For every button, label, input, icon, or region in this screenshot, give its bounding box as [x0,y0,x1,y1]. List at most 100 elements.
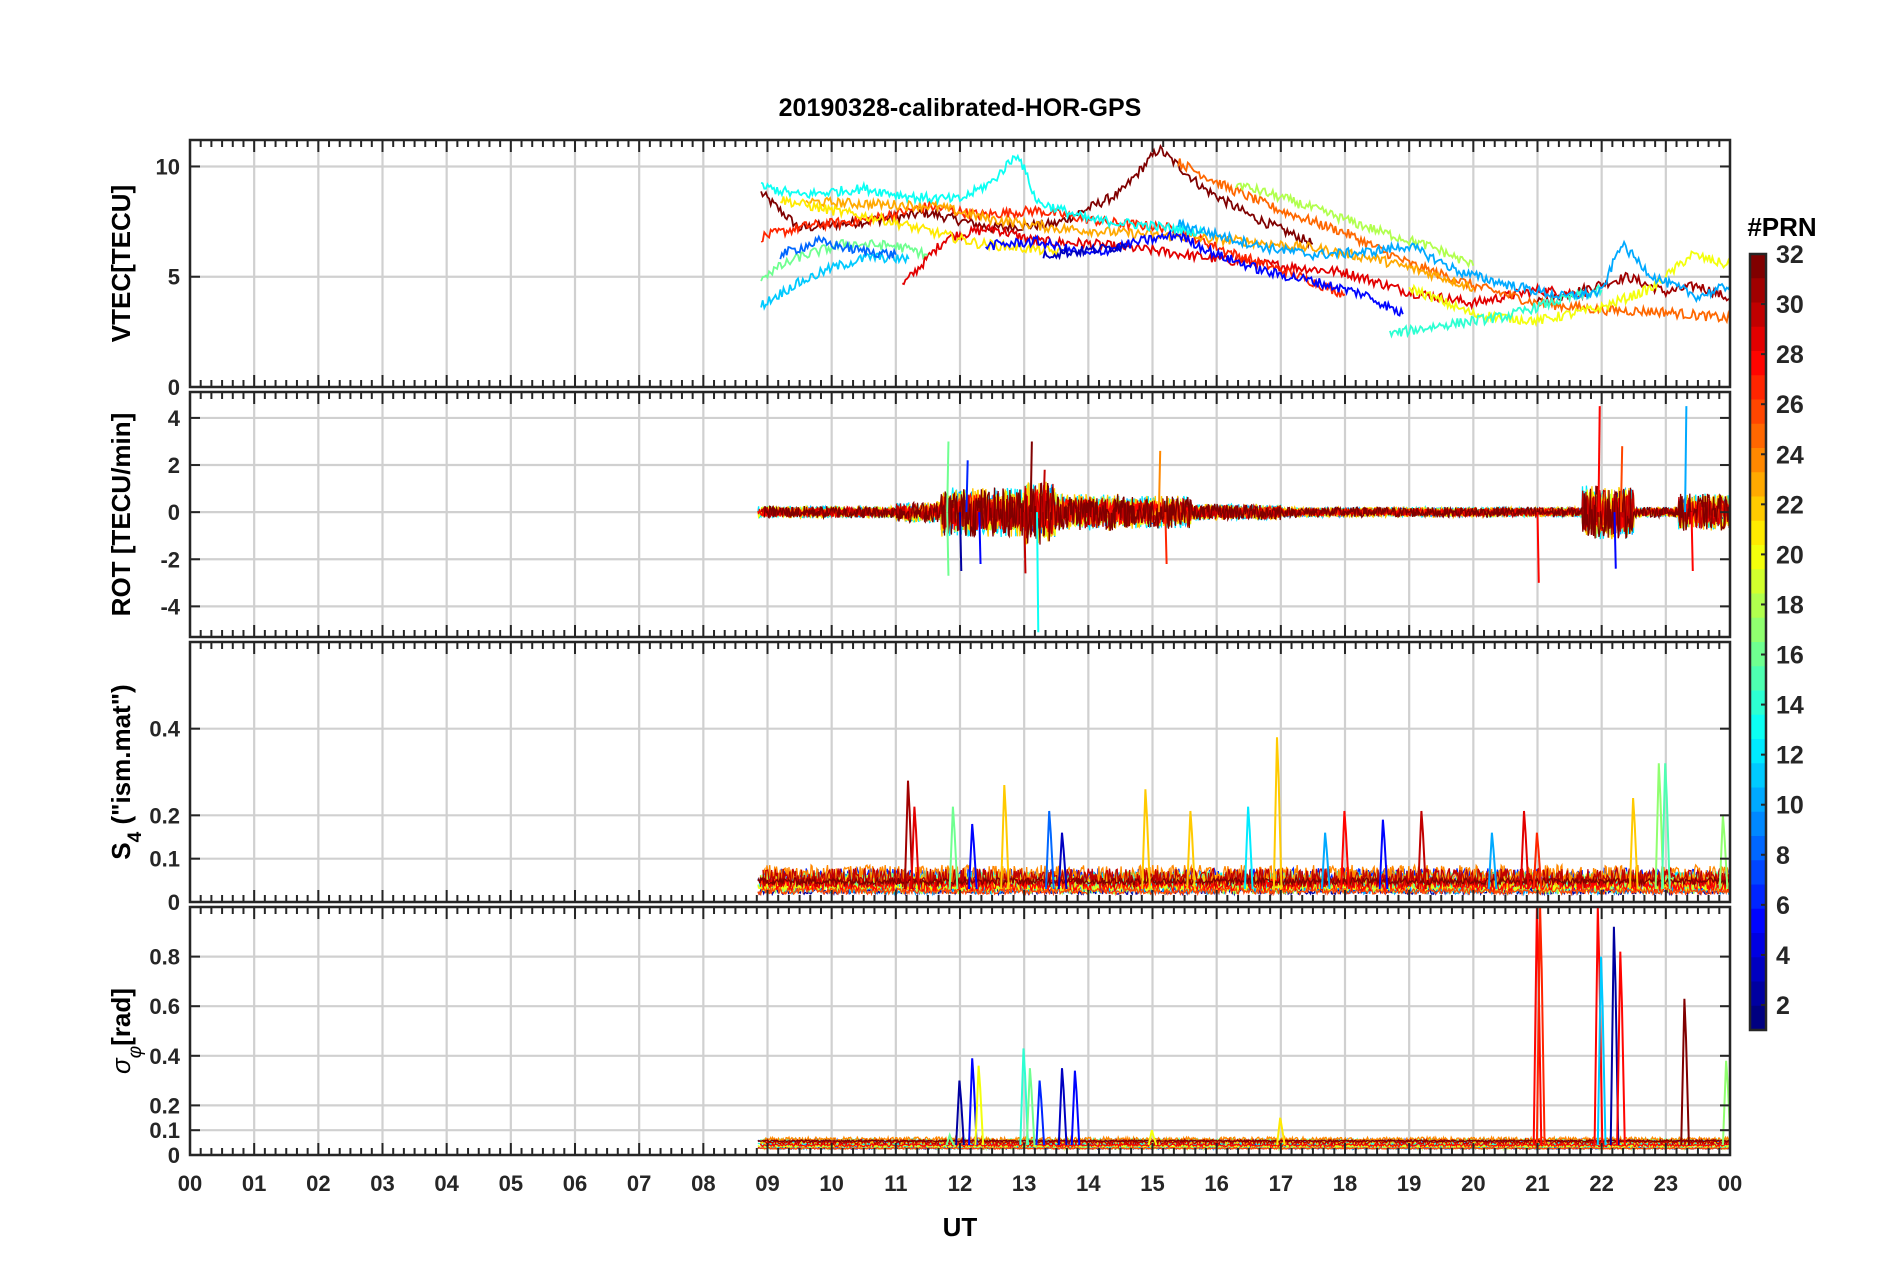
s4-spike [1045,810,1055,890]
x-tick-label: 09 [755,1171,779,1196]
rot-ylabel: ROT [TECU/min] [106,413,136,617]
colorbar-segment [1750,642,1766,667]
sigma-spike [1680,998,1690,1146]
colorbar-tick-label: 32 [1776,241,1804,269]
x-tick-label: 00 [178,1171,202,1196]
sigma-spike [1035,1080,1046,1146]
sigma-spike [1025,1068,1036,1146]
sigma-ytick-label: 0.1 [149,1118,180,1143]
sigma-data [757,907,1730,1152]
vtec-minor-ticks [189,140,1731,388]
colorbar-segment [1750,278,1766,304]
sigma-ytick-label: 0.4 [149,1044,180,1069]
colorbar-segment [1750,714,1766,740]
rot-spike [1029,441,1033,513]
rot-spike [1619,446,1624,513]
x-tick-label: 03 [370,1171,394,1196]
colorbar-tick-label: 10 [1776,792,1804,820]
colorbar-segment [1750,496,1766,522]
x-axis-label: UT [943,1212,978,1242]
sigma-spike [974,1065,985,1146]
sigma-ytick-label: 0 [168,1143,180,1168]
colorbar-segment [1750,472,1766,498]
vtec-series-prn-5 [985,229,1404,317]
colorbar-segment [1750,811,1766,837]
rot-ytick-label: 4 [168,406,181,431]
colorbar-label: #PRN [1747,212,1816,242]
sigma-ylabel: σφ[rad] [106,988,146,1074]
vtec-series-prn-8 [779,234,897,260]
x-tick-label: 11 [884,1171,907,1196]
s4-ylabel-rest: ("ism.mat") [106,684,136,831]
vtec-series-prn-10 [1177,218,1730,304]
colorbar-segment [1750,666,1766,692]
colorbar-segment [1750,569,1766,595]
s4-spike [1532,832,1543,890]
s4-spike [1186,810,1196,890]
s4-spike [1661,763,1671,890]
x-tick-label: 17 [1269,1171,1293,1196]
x-tick-label: 04 [434,1171,459,1196]
colorbar-tick-label: 20 [1776,541,1804,569]
s4-spike [1417,810,1427,890]
colorbar-segment [1750,884,1766,910]
sigma-ylabel-main: σ [106,1057,136,1074]
colorbar-tick-label: 8 [1776,842,1790,870]
s4-spike [1320,832,1331,890]
colorbar-segment [1750,545,1766,570]
colorbar-segment [1750,351,1766,376]
vtec-series-prn-21 [780,195,1064,259]
s4-spike [1340,810,1350,890]
colorbar-segment [1750,933,1766,958]
x-tick-label: 12 [948,1171,972,1196]
vtec-series-prn-18 [1235,182,1475,269]
colorbar-tick-label: 24 [1776,441,1804,469]
x-tick-label: 05 [499,1171,523,1196]
colorbar-segment [1750,520,1766,546]
sigma-minor-ticks [189,907,1731,1156]
rot-minor-ticks [189,392,1731,637]
sigma-spike [968,1058,978,1146]
sigma-ylabel-rest: [rad] [106,988,136,1046]
sigma-ytick-label: 0.8 [149,945,180,970]
colorbar-segment [1750,593,1766,619]
vtec-series-prn-20 [1408,250,1730,328]
vtec-ytick-label: 0 [168,375,180,400]
vtec-ylabel: VTEC[TECU] [106,185,136,342]
colorbar-tick-label: 14 [1776,692,1804,720]
colorbar-segment [1750,399,1766,425]
x-tick-label: 16 [1204,1171,1228,1196]
sigma-series-prn-26 [757,1146,1729,1151]
rot-spike [1690,512,1694,572]
sigma-series-prn-20 [757,1143,1730,1148]
sigma-spike [1276,1117,1286,1146]
s4-spike [1628,797,1639,890]
colorbar-tick-label: 22 [1776,491,1804,519]
x-tick-label: 20 [1461,1171,1485,1196]
vtec-ytick-label: 5 [168,265,180,290]
colorbar-tick-label: 28 [1776,341,1804,369]
x-tick-label: 18 [1333,1171,1357,1196]
sigma-series-prn-28 [759,1141,1730,1149]
s4-spike [948,806,959,890]
x-tick-label: 19 [1397,1171,1421,1196]
x-tick-label: 13 [1012,1171,1036,1196]
colorbar-segment [1750,739,1766,764]
sigma-spike [1596,956,1607,1146]
vtec-series-prn-31 [1536,271,1730,306]
rot-spike [965,460,969,513]
s4-spike [910,806,920,890]
sigma-spike [1609,926,1620,1146]
s4-spike [1718,815,1729,890]
rot-spike [1157,450,1162,513]
s4-ytick-label: 0 [168,890,180,915]
rot-data [757,406,1730,633]
vtec-series-prn-29 [901,223,1590,311]
s4-minor-ticks [189,642,1731,903]
colorbar-segment [1750,957,1766,983]
vtec-series-prn-14 [1389,283,1603,339]
sigma-series-prn-32 [757,1138,1730,1143]
rot-spike [1536,512,1540,583]
